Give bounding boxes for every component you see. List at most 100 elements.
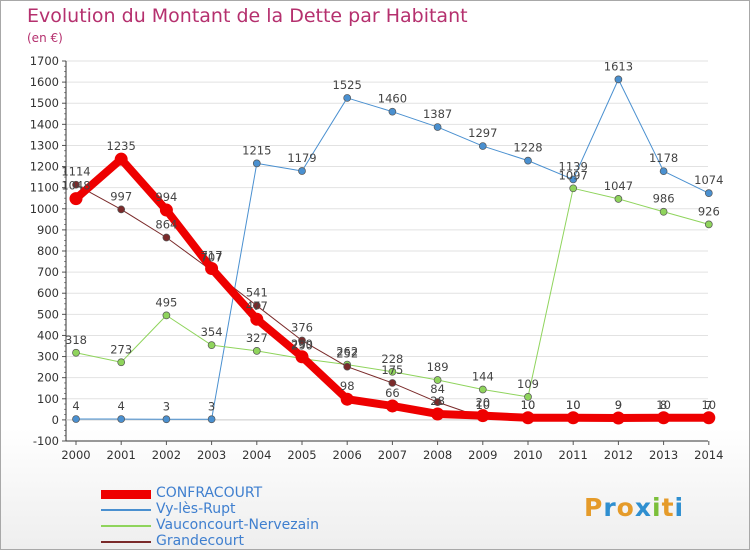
data-label-confracourt: 10 xyxy=(656,398,671,412)
data-point-confracourt xyxy=(159,203,173,217)
data-point-vauconcourt-nervezain xyxy=(659,207,668,216)
data-point-vy-les-rupt xyxy=(659,167,668,176)
data-label-vauconcourt-nervezain: 327 xyxy=(246,331,268,345)
x-tick-label: 2004 xyxy=(242,448,271,462)
data-point-confracourt xyxy=(521,411,535,425)
data-label-vauconcourt-nervezain: 228 xyxy=(381,352,403,366)
data-point-vauconcourt-nervezain xyxy=(207,341,216,350)
data-point-vy-les-rupt xyxy=(207,415,216,424)
y-tick-label: -100 xyxy=(33,434,59,448)
data-label-vauconcourt-nervezain: 495 xyxy=(155,295,177,309)
data-label-vy-les-rupt: 1074 xyxy=(694,173,723,187)
data-label-vy-les-rupt: 3 xyxy=(163,399,170,413)
data-point-confracourt xyxy=(611,411,625,425)
data-point-vauconcourt-nervezain xyxy=(72,348,80,357)
data-point-confracourt xyxy=(340,392,354,406)
y-tick-label: 1300 xyxy=(30,138,59,152)
data-label-confracourt: 477 xyxy=(246,299,268,313)
data-label-confracourt: 1235 xyxy=(107,139,136,153)
data-label-vy-les-rupt: 1525 xyxy=(333,78,362,92)
y-tick-label: 600 xyxy=(37,286,59,300)
data-label-grandecourt: 175 xyxy=(381,363,403,377)
data-label-vy-les-rupt: 3 xyxy=(208,399,215,413)
y-tick-label: 700 xyxy=(37,265,59,279)
data-label-grandecourt: 10 xyxy=(521,398,536,412)
legend-label: Vy-lès-Rupt xyxy=(156,501,236,517)
data-label-grandecourt: 8 xyxy=(660,398,667,412)
data-point-vauconcourt-nervezain xyxy=(117,358,126,367)
data-point-confracourt xyxy=(114,152,128,166)
data-label-grandecourt: 541 xyxy=(246,286,268,300)
data-label-confracourt: 66 xyxy=(385,386,400,400)
data-point-grandecourt xyxy=(433,398,442,407)
data-point-vauconcourt-nervezain xyxy=(704,220,713,229)
data-label-vauconcourt-nervezain: 262 xyxy=(336,345,358,359)
legend-swatch xyxy=(101,525,151,527)
data-point-vauconcourt-nervezain xyxy=(162,311,171,320)
legend-label: Vauconcourt-Nervezain xyxy=(156,517,319,533)
x-tick-label: 2006 xyxy=(333,448,362,462)
data-point-confracourt xyxy=(566,411,580,425)
data-label-confracourt: 28 xyxy=(430,394,445,408)
data-label-vy-les-rupt: 1613 xyxy=(604,59,633,73)
data-point-confracourt xyxy=(295,350,309,364)
data-point-confracourt xyxy=(385,399,399,413)
data-point-vy-les-rupt xyxy=(478,142,487,150)
data-point-grandecourt xyxy=(117,205,126,214)
data-label-vy-les-rupt: 4 xyxy=(72,399,79,413)
data-point-vy-les-rupt xyxy=(524,156,532,165)
x-tick-label: 2010 xyxy=(513,448,542,462)
data-point-vy-les-rupt xyxy=(343,94,352,102)
data-point-vy-les-rupt xyxy=(252,159,261,168)
legend-label: Grandecourt xyxy=(156,533,244,549)
data-label-vauconcourt-nervezain: 1097 xyxy=(559,168,588,182)
y-tick-label: 1400 xyxy=(30,117,59,131)
legend-swatch xyxy=(101,509,151,511)
y-tick-label: 1000 xyxy=(30,202,59,216)
data-point-grandecourt xyxy=(72,180,80,189)
data-point-grandecourt xyxy=(162,233,171,242)
y-tick-label: 300 xyxy=(37,350,59,364)
data-label-grandecourt: 84 xyxy=(430,382,445,396)
data-point-vy-les-rupt xyxy=(433,123,442,131)
x-tick-label: 2014 xyxy=(694,448,723,462)
data-point-vauconcourt-nervezain xyxy=(478,385,487,394)
data-label-grandecourt: 997 xyxy=(110,189,132,203)
y-tick-label: 100 xyxy=(37,392,59,406)
data-label-confracourt: 10 xyxy=(566,398,581,412)
x-tick-label: 2009 xyxy=(468,448,497,462)
data-label-vy-les-rupt: 1460 xyxy=(378,92,407,106)
data-label-vauconcourt-nervezain: 273 xyxy=(110,342,132,356)
data-label-vauconcourt-nervezain: 109 xyxy=(517,377,539,391)
data-point-confracourt xyxy=(476,409,490,423)
legend-swatch xyxy=(101,541,151,543)
data-label-vauconcourt-nervezain: 354 xyxy=(201,325,223,339)
data-label-vauconcourt-nervezain: 290 xyxy=(291,339,313,353)
x-tick-label: 2001 xyxy=(107,448,136,462)
data-label-vy-les-rupt: 1215 xyxy=(242,143,271,157)
data-label-grandecourt: 707 xyxy=(201,251,223,265)
x-tick-label: 2005 xyxy=(287,448,316,462)
y-tick-label: 900 xyxy=(37,223,59,237)
legend-label: CONFRACOURT xyxy=(156,485,263,501)
data-label-confracourt: 10 xyxy=(521,398,536,412)
data-label-vauconcourt-nervezain: 1047 xyxy=(604,179,633,193)
data-label-confracourt: 10 xyxy=(701,398,716,412)
proxiti-logo: Proxiti xyxy=(584,493,685,522)
data-point-vy-les-rupt xyxy=(569,175,578,184)
chart-subtitle: (en €) xyxy=(27,31,63,45)
data-label-vauconcourt-nervezain: 189 xyxy=(427,360,449,374)
y-tick-label: 0 xyxy=(52,413,59,427)
data-label-grandecourt: 1114 xyxy=(61,165,90,179)
y-tick-label: 800 xyxy=(37,244,59,258)
data-point-vy-les-rupt xyxy=(117,415,126,423)
y-tick-label: 1100 xyxy=(30,181,59,195)
data-point-vy-les-rupt xyxy=(298,167,306,175)
data-label-vauconcourt-nervezain: 986 xyxy=(653,192,675,206)
data-label-vy-les-rupt: 1179 xyxy=(287,151,316,165)
data-label-vauconcourt-nervezain: 144 xyxy=(472,369,494,383)
x-tick-label: 2011 xyxy=(559,448,588,462)
data-point-vauconcourt-nervezain xyxy=(524,393,532,401)
data-point-vy-les-rupt xyxy=(614,75,623,84)
